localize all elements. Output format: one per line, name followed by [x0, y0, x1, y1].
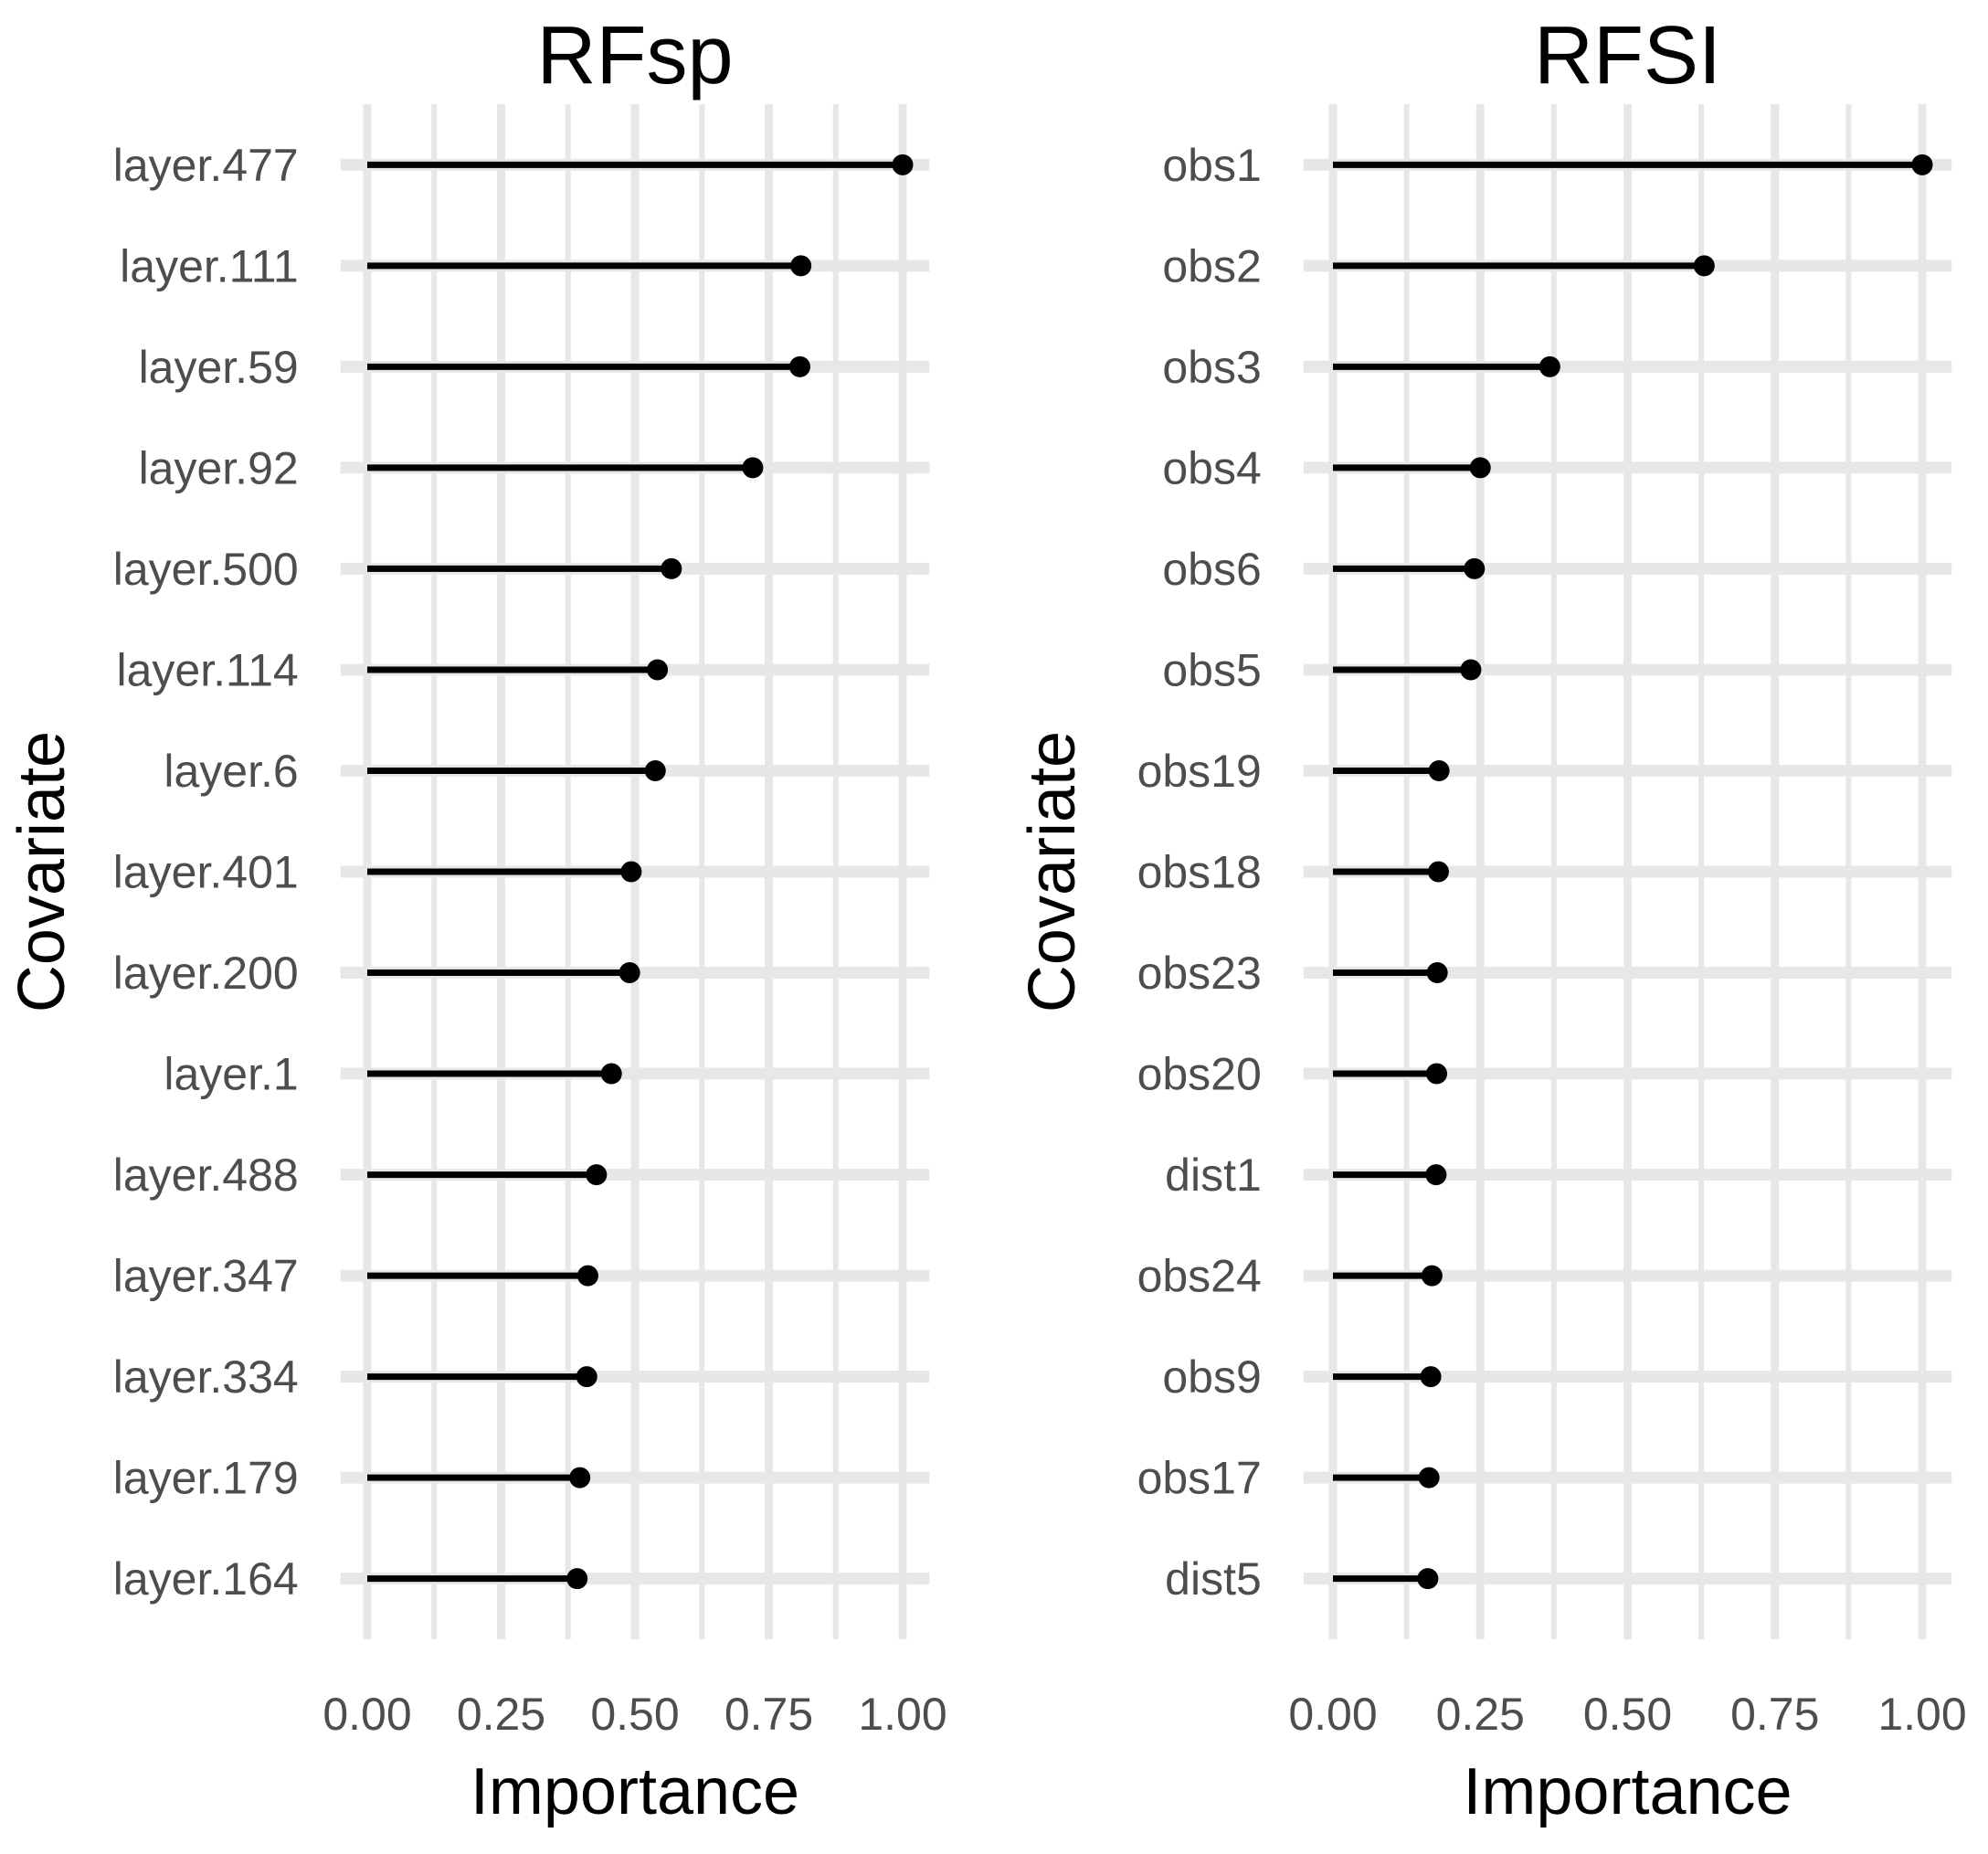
category-tick-label: layer.179: [113, 1453, 299, 1504]
lollipop-point: [1464, 557, 1486, 579]
category-tick-label: obs17: [1137, 1453, 1262, 1504]
lollipop-point: [892, 154, 914, 175]
lollipop-point: [1469, 457, 1491, 479]
lollipop-point: [576, 1366, 597, 1388]
lollipop-point: [619, 962, 640, 984]
category-tick-label: dist5: [1165, 1553, 1262, 1605]
y-axis-title-rfsp: Covariate: [5, 730, 79, 1013]
category-tick-label: layer.334: [113, 1351, 299, 1403]
lollipop-point: [644, 759, 666, 781]
lollipop-point: [1460, 659, 1482, 681]
category-tick-label: dist1: [1165, 1149, 1262, 1201]
lollipop-point: [1420, 1366, 1442, 1388]
lollipop-point: [600, 1063, 622, 1085]
category-tick-label: obs1: [1162, 140, 1261, 191]
x-tick-label: 0.00: [323, 1689, 411, 1740]
category-tick-label: layer.477: [113, 140, 299, 191]
x-tick-label: 0.50: [1583, 1689, 1672, 1740]
category-tick-label: layer.500: [113, 544, 299, 595]
x-axis-title-rfsp: Importance: [470, 1755, 800, 1828]
category-tick-label: layer.114: [116, 644, 298, 695]
x-tick-label: 0.25: [1436, 1689, 1525, 1740]
lollipop-point: [1426, 1063, 1448, 1085]
lollipop-point: [1426, 962, 1448, 984]
lollipop-point: [661, 557, 682, 579]
category-tick-label: obs6: [1162, 544, 1261, 595]
lollipop-point: [1425, 1164, 1447, 1186]
x-tick-label: 0.25: [457, 1689, 545, 1740]
plot-panel-rfsi: obs1 obs2 obs3 obs4 obs6 obs5 obs19 obs18 obs23 o…: [1137, 104, 1967, 1740]
lollipop-point: [1911, 154, 1933, 175]
category-tick-label: layer.347: [113, 1251, 299, 1302]
category-tick-label: layer.488: [113, 1149, 299, 1201]
category-tick-label: obs5: [1162, 644, 1261, 695]
category-tick-label: obs4: [1162, 442, 1261, 493]
x-tick-label: 0.75: [1730, 1689, 1819, 1740]
panel-title-rfsi: RFSI: [1533, 10, 1721, 101]
lollipop-point: [1428, 759, 1450, 781]
category-tick-label: obs23: [1137, 948, 1262, 999]
lollipop-point: [1417, 1568, 1439, 1590]
lollipop-point: [576, 1265, 598, 1287]
x-tick-label: 0.75: [724, 1689, 813, 1740]
lollipop-point: [788, 355, 810, 377]
category-tick-label: layer.200: [113, 948, 299, 999]
plot-panel-rfsp: layer.477 layer.111 layer.59 layer.92 layer.…: [113, 104, 947, 1740]
lollipop-point: [1418, 1467, 1440, 1488]
x-tick-label: 1.00: [1877, 1689, 1966, 1740]
lollipop-point: [1693, 255, 1715, 277]
x-tick-label: 0.00: [1288, 1689, 1377, 1740]
lollipop-point: [647, 659, 669, 681]
category-tick-label: layer.401: [113, 847, 299, 898]
category-tick-label: obs18: [1137, 847, 1262, 898]
category-tick-label: layer.59: [139, 342, 299, 393]
x-tick-label: 1.00: [858, 1689, 946, 1740]
lollipop-point: [742, 457, 764, 479]
y-axis-title-rfsi: Covariate: [1016, 730, 1089, 1013]
category-tick-label: layer.164: [113, 1553, 299, 1605]
panel-title-rfsp: RFsp: [536, 10, 734, 101]
category-tick-label: obs20: [1137, 1049, 1262, 1100]
category-tick-label: obs3: [1162, 342, 1261, 393]
lollipop-point: [790, 255, 812, 277]
category-tick-label: obs24: [1137, 1251, 1262, 1302]
lollipop-point: [1427, 861, 1449, 883]
x-axis-title-rfsi: Importance: [1463, 1755, 1792, 1828]
category-tick-label: layer.111: [120, 240, 299, 291]
lollipop-point: [586, 1164, 608, 1186]
lollipop-point: [566, 1568, 588, 1590]
lollipop-point: [1421, 1265, 1443, 1287]
category-tick-label: layer.92: [139, 442, 299, 493]
lollipop-point: [569, 1467, 591, 1488]
x-tick-label: 0.50: [590, 1689, 679, 1740]
lollipop-point: [620, 861, 642, 883]
lollipop-point: [1539, 355, 1560, 377]
category-tick-label: obs9: [1162, 1351, 1261, 1403]
category-tick-label: layer.1: [164, 1049, 298, 1100]
category-tick-label: obs2: [1162, 240, 1261, 291]
category-tick-label: layer.6: [164, 746, 298, 797]
category-tick-label: obs19: [1137, 746, 1262, 797]
